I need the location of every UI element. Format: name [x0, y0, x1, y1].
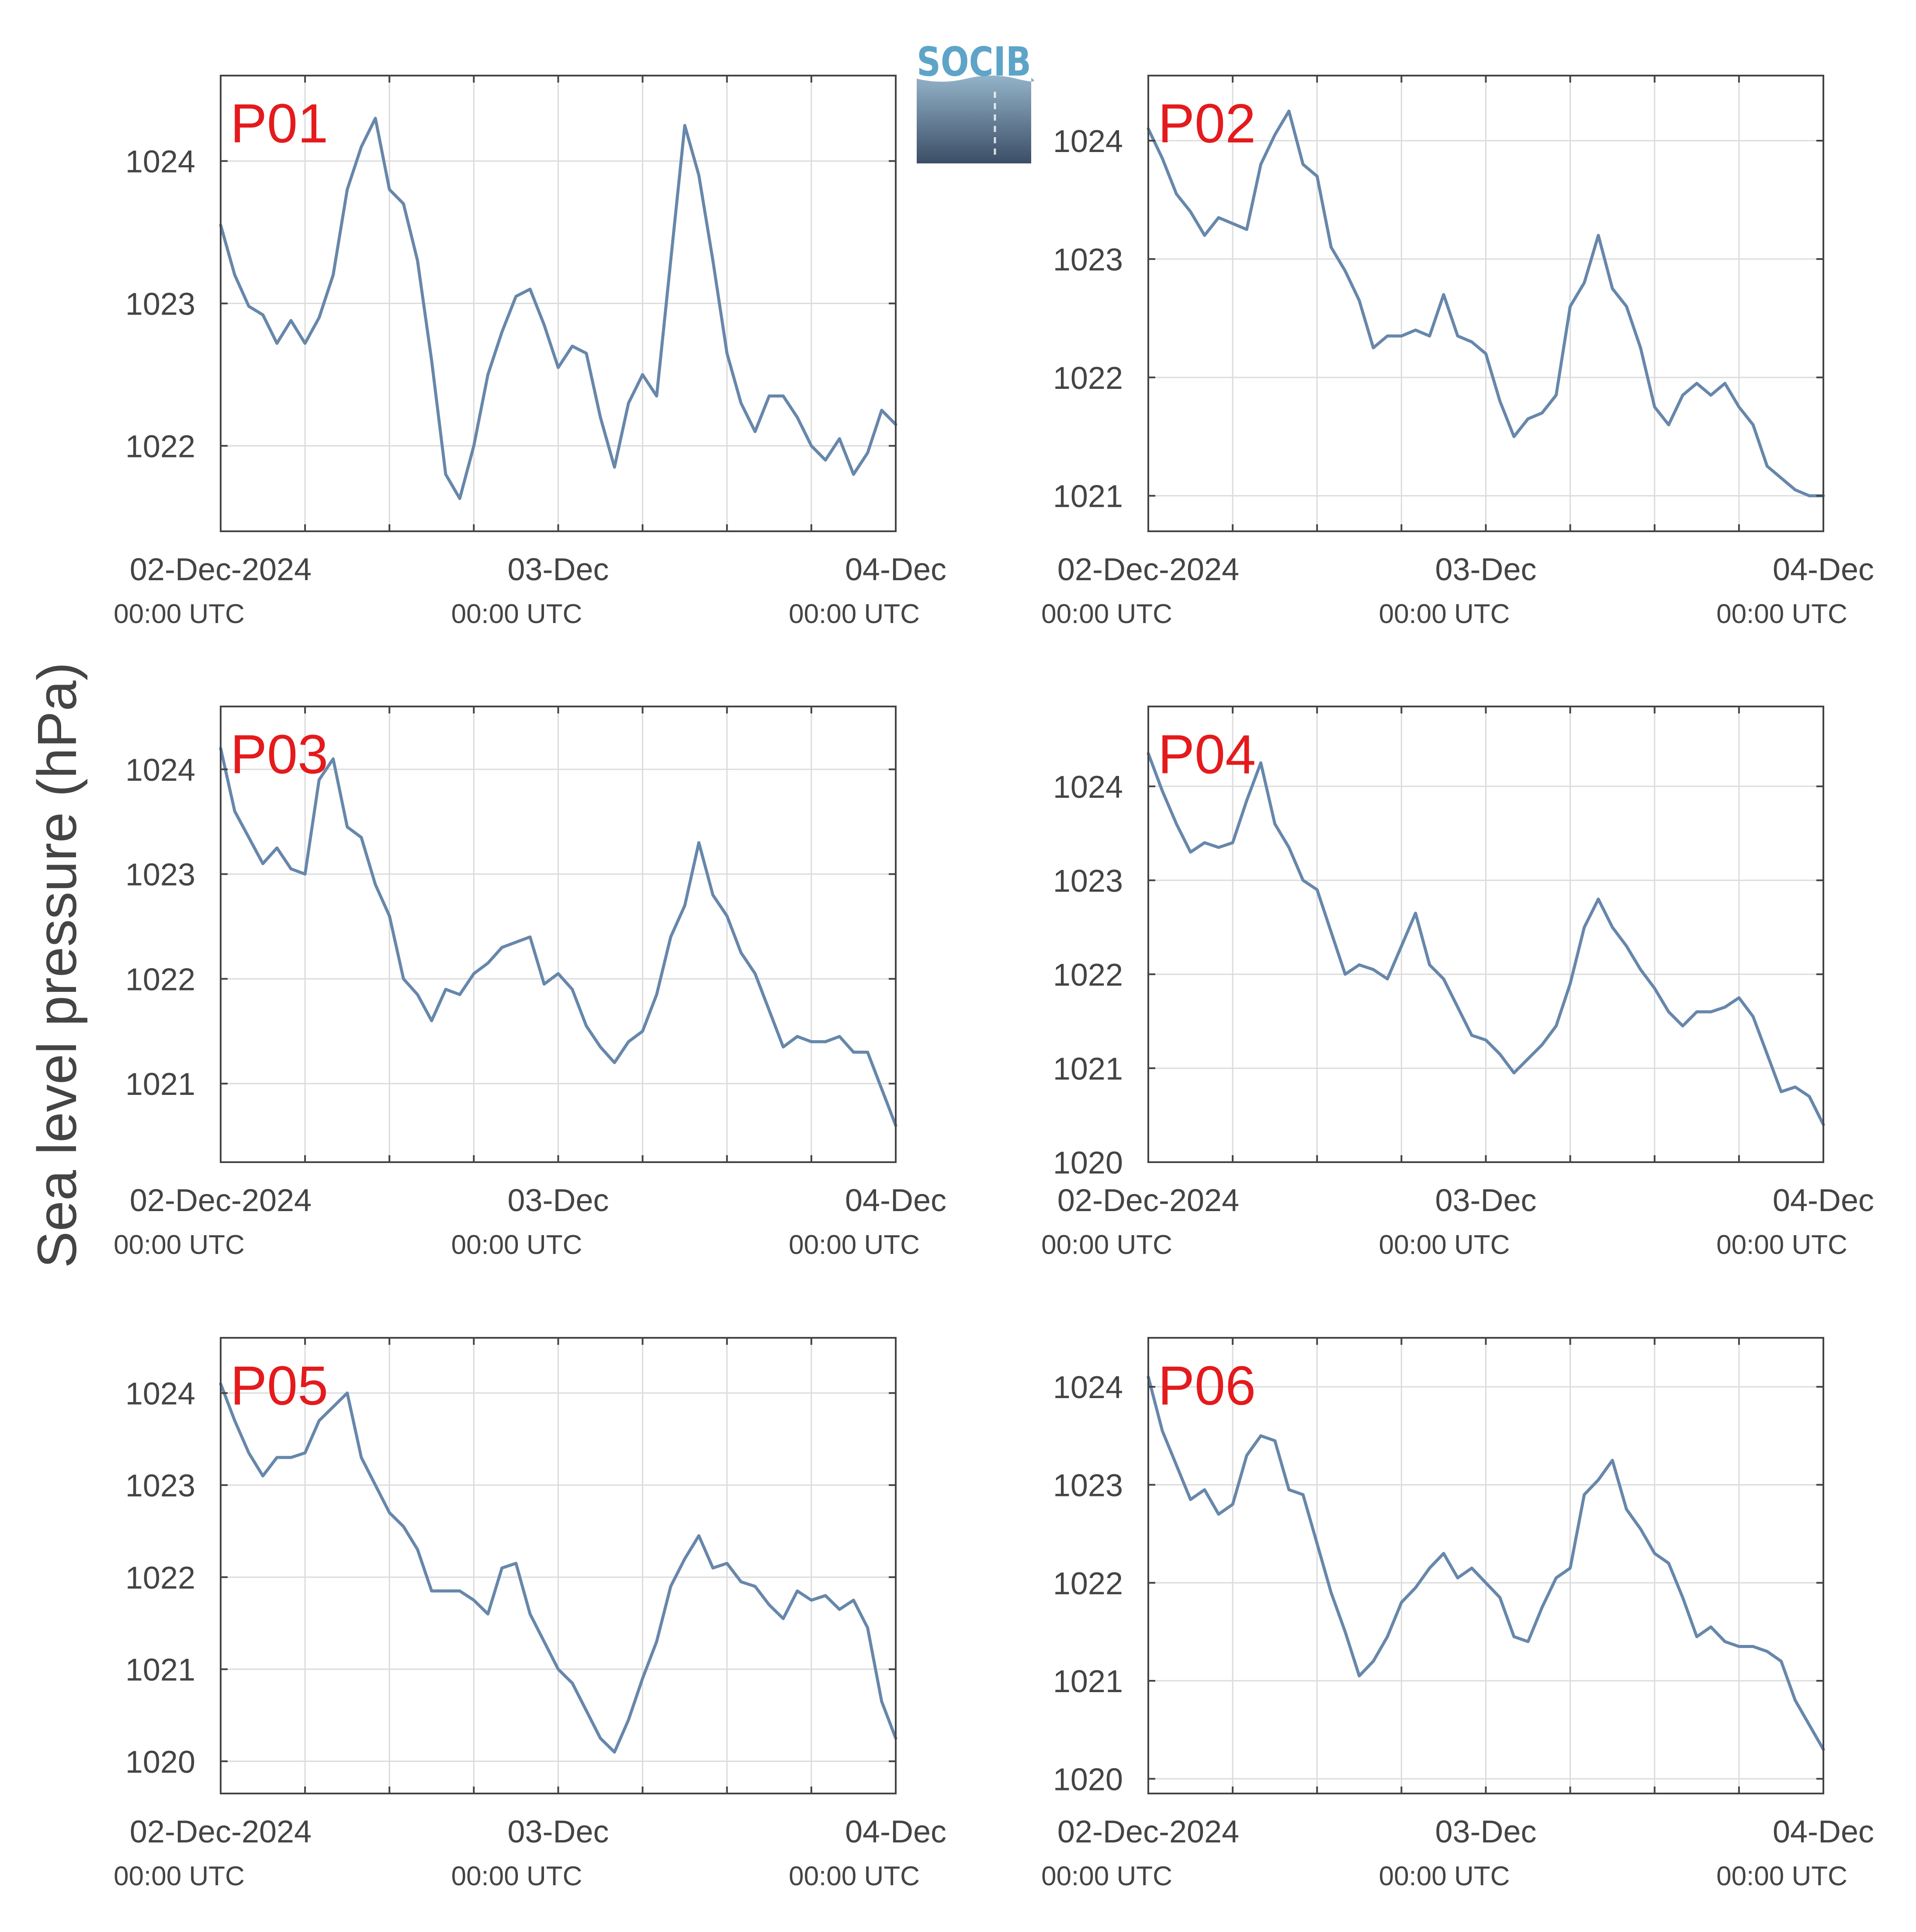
y-axis-label: Sea level pressure (hPa): [26, 662, 88, 1268]
y-tick-label: 1022: [125, 1561, 195, 1596]
x-tick-sublabel: 00:00 UTC: [451, 1861, 582, 1891]
y-tick-label: 1024: [1053, 1370, 1123, 1405]
x-tick-sublabel: 00:00 UTC: [1379, 599, 1510, 629]
socib-logo: SOCIB: [917, 38, 1034, 163]
series-line-p03: [219, 747, 897, 1127]
series-line-p06: [1147, 1375, 1825, 1751]
y-tick-label: 1020: [125, 1745, 195, 1780]
y-tick-label: 1023: [1053, 864, 1123, 899]
panel-p04: 1020 1021 1022 1023 1024 02-Dec-2024 00:00 UTC…: [1041, 706, 1874, 1260]
y-tick-label: 1021: [1053, 1664, 1123, 1699]
x-tick-sublabel: 00:00 UTC: [789, 599, 920, 629]
x-tick-sublabel: 00:00 UTC: [789, 1230, 920, 1260]
x-tick-label: 02-Dec-2024: [130, 552, 312, 587]
y-tick-label: 1023: [125, 1468, 195, 1503]
y-tick-label: 1020: [1053, 1146, 1123, 1181]
x-tick-label: 04-Dec: [1773, 1183, 1874, 1218]
panel-p02: 1021 1022 1023 1024 02-Dec-2024 00:00 UTC 03-D…: [1041, 75, 1874, 629]
x-tick-sublabel: 00:00 UTC: [1379, 1861, 1510, 1891]
logo-text: SOCIB: [917, 38, 1031, 85]
y-tick-label: 1022: [1053, 958, 1123, 993]
panel-label-p06: P06: [1158, 1355, 1256, 1416]
x-tick-label: 02-Dec-2024: [1057, 1183, 1239, 1218]
y-tick-label: 1021: [125, 1067, 195, 1102]
x-tick-sublabel: 00:00 UTC: [1379, 1230, 1510, 1260]
y-tick-label: 1023: [125, 858, 195, 893]
y-tick-label: 1020: [1053, 1762, 1123, 1797]
series-line-p02: [1147, 109, 1825, 498]
panel-label-p02: P02: [1158, 93, 1256, 154]
y-tick-label: 1023: [1053, 1468, 1123, 1503]
y-tick-label: 1024: [125, 1376, 195, 1411]
y-tick-label: 1021: [1053, 1052, 1123, 1087]
y-tick-label: 1021: [1053, 479, 1123, 514]
x-tick-sublabel: 00:00 UTC: [1716, 1861, 1847, 1891]
panel-label-p05: P05: [230, 1355, 328, 1416]
x-tick-sublabel: 00:00 UTC: [1716, 1230, 1847, 1260]
x-tick-label: 02-Dec-2024: [1057, 552, 1239, 587]
y-tick-label: 1024: [1053, 124, 1123, 159]
x-tick-label: 03-Dec: [1435, 552, 1536, 587]
logo-block: [917, 76, 1034, 163]
panel-p01: 1022 1023 1024 02-Dec-2024 00:00 UTC 03-Dec 00…: [114, 75, 946, 629]
x-tick-label: 03-Dec: [1435, 1183, 1536, 1218]
y-tick-label: 1022: [1053, 1566, 1123, 1601]
y-tick-label: 1022: [125, 962, 195, 997]
x-tick-label: 03-Dec: [507, 1183, 609, 1218]
y-tick-label: 1021: [125, 1653, 195, 1688]
x-tick-label: 03-Dec: [507, 552, 609, 587]
y-tick-label: 1024: [125, 145, 195, 180]
x-tick-sublabel: 00:00 UTC: [114, 1230, 245, 1260]
y-tick-label: 1023: [125, 287, 195, 322]
y-tick-label: 1023: [1053, 242, 1123, 277]
panel-label-p01: P01: [230, 93, 328, 154]
x-tick-sublabel: 00:00 UTC: [789, 1861, 920, 1891]
x-tick-label: 04-Dec: [1773, 552, 1874, 587]
x-tick-sublabel: 00:00 UTC: [114, 1861, 245, 1891]
series-line-p05: [219, 1382, 897, 1754]
y-tick-label: 1022: [125, 429, 195, 464]
panel-label-p03: P03: [230, 724, 328, 785]
panel-label-p04: P04: [1158, 724, 1256, 785]
x-tick-sublabel: 00:00 UTC: [1041, 1230, 1172, 1260]
x-tick-sublabel: 00:00 UTC: [114, 599, 245, 629]
x-tick-label: 02-Dec-2024: [130, 1183, 312, 1218]
panel-p03: 1021 1022 1023 1024 02-Dec-2024 00:00 UTC 03-D…: [114, 706, 946, 1260]
series-line-p04: [1147, 752, 1825, 1126]
panel-p05: 1020 1021 1022 1023 1024 02-Dec-2024 00:00 UTC…: [114, 1337, 946, 1891]
y-tick-label: 1024: [1053, 770, 1123, 805]
x-tick-label: 04-Dec: [845, 1814, 946, 1849]
y-tick-label: 1022: [1053, 361, 1123, 396]
x-tick-label: 02-Dec-2024: [130, 1814, 312, 1849]
panel-p06: 1020 1021 1022 1023 1024 02-Dec-2024 00:00 UTC…: [1041, 1337, 1874, 1891]
x-tick-sublabel: 00:00 UTC: [451, 1230, 582, 1260]
x-tick-sublabel: 00:00 UTC: [1041, 599, 1172, 629]
x-tick-label: 04-Dec: [1773, 1814, 1874, 1849]
x-tick-label: 04-Dec: [845, 1183, 946, 1218]
y-tick-label: 1024: [125, 753, 195, 788]
x-tick-sublabel: 00:00 UTC: [1041, 1861, 1172, 1891]
x-tick-label: 04-Dec: [845, 552, 946, 587]
series-line-p01: [219, 117, 897, 500]
x-tick-label: 03-Dec: [1435, 1814, 1536, 1849]
x-tick-sublabel: 00:00 UTC: [1716, 599, 1847, 629]
x-tick-label: 03-Dec: [507, 1814, 609, 1849]
x-tick-sublabel: 00:00 UTC: [451, 599, 582, 629]
x-tick-label: 02-Dec-2024: [1057, 1814, 1239, 1849]
